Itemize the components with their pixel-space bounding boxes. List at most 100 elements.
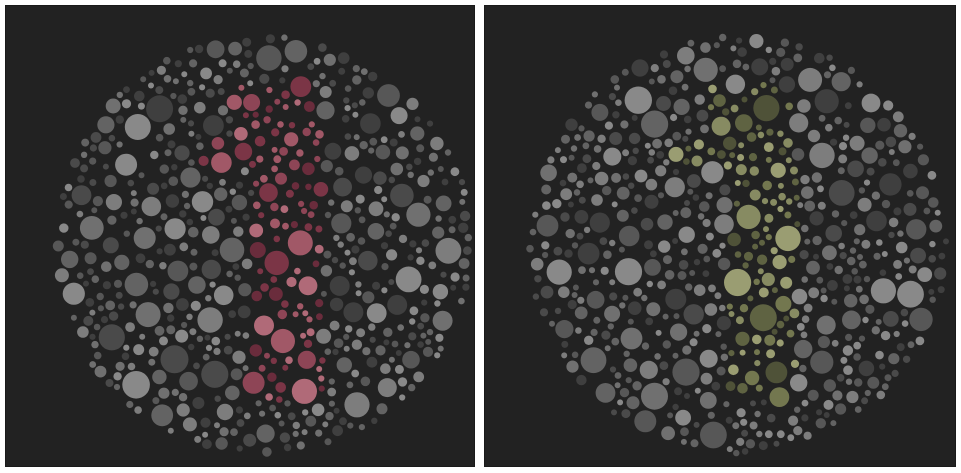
background-dot xyxy=(168,176,179,186)
figure-dot xyxy=(290,221,298,229)
figure-dot xyxy=(780,276,793,289)
background-dot xyxy=(194,44,204,54)
background-dot xyxy=(85,298,95,307)
background-dot xyxy=(54,268,69,283)
background-dot xyxy=(923,207,931,215)
background-dot xyxy=(539,308,549,317)
background-dot xyxy=(854,224,866,236)
background-dot xyxy=(389,222,397,230)
background-dot xyxy=(123,344,130,351)
background-dot xyxy=(171,388,179,396)
background-dot xyxy=(390,183,414,208)
background-dot xyxy=(657,214,673,230)
figure-dot xyxy=(766,349,776,359)
figure-dot xyxy=(771,287,778,294)
background-dot xyxy=(165,194,180,208)
background-dot xyxy=(658,240,671,253)
background-dot xyxy=(121,99,132,109)
background-dot xyxy=(826,54,833,61)
background-dot xyxy=(213,285,234,306)
background-dot xyxy=(663,159,670,166)
background-dot xyxy=(80,240,89,249)
background-dot xyxy=(355,281,362,288)
figure-dot xyxy=(708,84,717,94)
background-dot xyxy=(693,57,718,82)
background-dot xyxy=(861,93,881,113)
background-dot xyxy=(383,339,390,346)
background-dot xyxy=(201,360,229,388)
background-dot xyxy=(903,202,917,216)
background-dot xyxy=(809,142,835,169)
background-dot xyxy=(574,134,581,141)
background-dot xyxy=(218,59,227,68)
plate-right xyxy=(484,5,956,467)
figure-dot xyxy=(764,213,774,223)
figure-dot xyxy=(308,121,315,128)
background-dot xyxy=(841,220,848,227)
background-dot xyxy=(835,403,847,415)
figure-dot xyxy=(297,350,316,369)
background-dot xyxy=(694,387,701,394)
background-dot xyxy=(701,161,724,184)
background-dot xyxy=(448,215,457,224)
background-dot xyxy=(813,253,819,260)
background-dot xyxy=(604,121,613,130)
background-dot xyxy=(188,276,206,294)
background-dot xyxy=(329,320,340,331)
background-dot xyxy=(141,196,162,217)
background-dot xyxy=(634,194,642,203)
background-dot xyxy=(199,84,206,91)
background-dot xyxy=(328,378,335,385)
figure-dot xyxy=(249,223,264,238)
background-dot xyxy=(842,134,850,141)
background-dot xyxy=(627,156,637,166)
background-dot xyxy=(680,207,692,219)
background-dot xyxy=(794,339,813,359)
background-dot xyxy=(554,147,561,154)
background-dot xyxy=(126,400,134,409)
background-dot xyxy=(437,345,444,352)
background-dot xyxy=(836,374,845,382)
background-dot xyxy=(719,184,731,196)
figure-dot xyxy=(726,303,733,310)
background-dot xyxy=(242,365,249,372)
background-dot xyxy=(160,213,168,221)
background-dot xyxy=(195,133,202,140)
background-dot xyxy=(181,71,188,78)
background-dot xyxy=(134,406,142,414)
background-dot xyxy=(700,421,727,449)
background-dot xyxy=(406,163,413,171)
background-dot xyxy=(838,242,845,250)
background-dot xyxy=(876,390,886,400)
background-dot xyxy=(773,440,780,447)
background-dot xyxy=(105,379,114,387)
figure-dot xyxy=(277,309,288,320)
background-dot xyxy=(194,101,206,114)
background-dot xyxy=(644,142,651,149)
background-dot xyxy=(634,169,648,183)
figure-dot xyxy=(211,137,225,150)
background-dot xyxy=(823,71,832,79)
figure-dot xyxy=(258,212,265,219)
background-dot xyxy=(826,263,834,270)
background-dot xyxy=(287,412,296,421)
background-dot xyxy=(354,166,373,184)
background-dot xyxy=(560,156,567,164)
background-dot xyxy=(167,260,189,282)
background-dot xyxy=(125,322,135,332)
plate-left xyxy=(5,5,475,467)
background-dot xyxy=(383,327,393,337)
background-dot xyxy=(79,216,104,240)
background-dot xyxy=(614,258,643,286)
background-dot xyxy=(324,438,332,446)
background-dot xyxy=(609,132,623,145)
background-dot xyxy=(320,290,327,297)
background-dot xyxy=(187,46,194,54)
figure-dot xyxy=(711,116,731,136)
background-dot xyxy=(823,399,834,410)
background-dot xyxy=(711,381,721,391)
background-dot xyxy=(244,49,253,58)
background-dot xyxy=(180,167,201,188)
background-dot xyxy=(152,397,160,405)
background-dot xyxy=(355,290,362,297)
